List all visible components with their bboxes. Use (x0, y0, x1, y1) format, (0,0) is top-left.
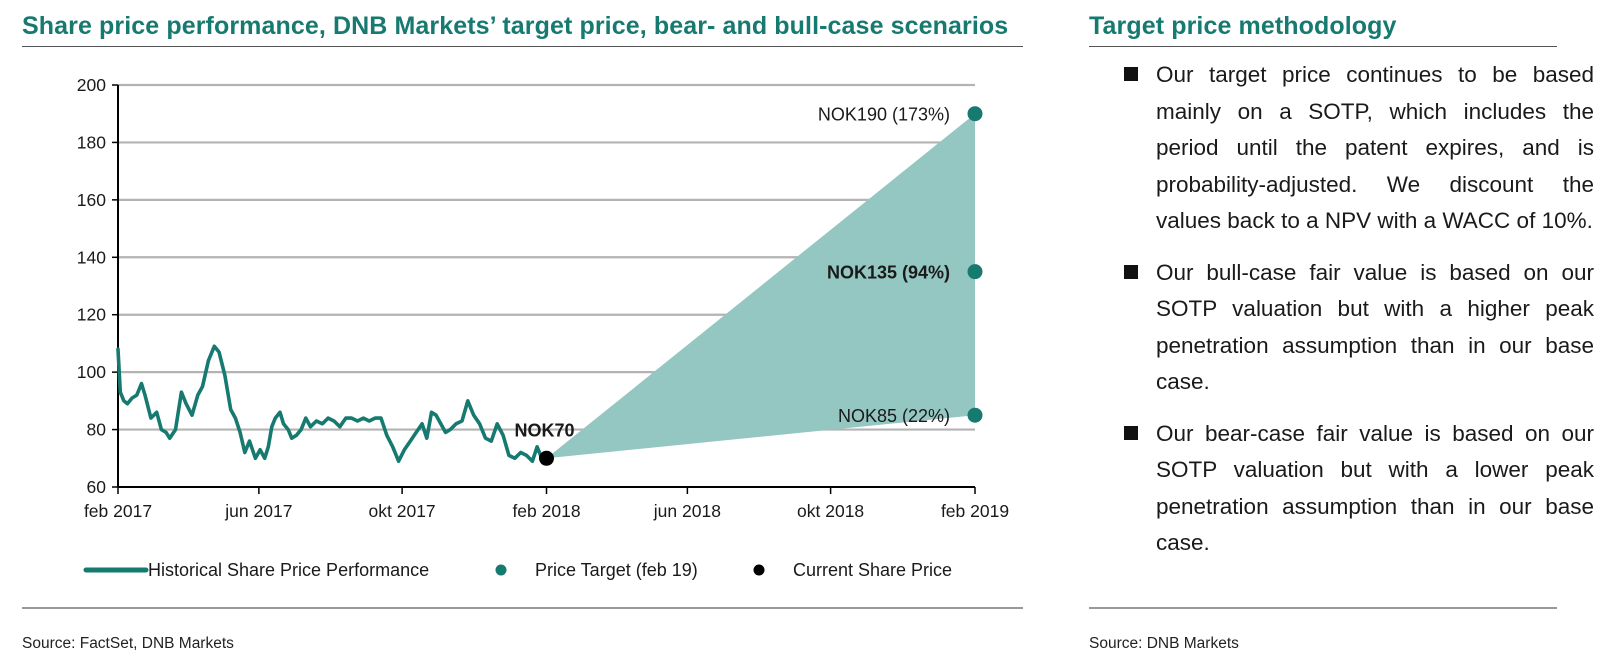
x-tick-label: jun 2018 (653, 501, 721, 521)
current-price-label: NOK70 (515, 420, 575, 440)
source-note-left: Source: FactSet, DNB Markets (22, 635, 234, 652)
y-tick-label: 80 (87, 420, 107, 440)
legend-swatch-current (753, 564, 765, 576)
methodology-bullet-text: Our bear-case fair value is based on our… (1156, 420, 1594, 556)
x-tick-label: feb 2017 (84, 501, 152, 521)
chart: 60 80 100 120 140 160 180 200 feb 2017 jun 2017 ok… (77, 75, 1009, 580)
title-underline-right (1089, 46, 1557, 47)
bottom-rule-left (22, 607, 1023, 609)
y-tick-label: 180 (77, 132, 106, 152)
source-note-right: Source: DNB Markets (1089, 635, 1239, 652)
series-line-historical (116, 344, 549, 464)
x-tick-label: feb 2018 (512, 501, 580, 521)
current-price-point (539, 450, 554, 466)
x-tick-label: feb 2019 (941, 501, 1009, 521)
legend-label-historical: Historical Share Price Performance (148, 560, 429, 580)
y-tick-label: 160 (77, 190, 106, 210)
x-tick-label: okt 2017 (369, 501, 436, 521)
y-tick-label: 100 (77, 362, 106, 382)
methodology-bullet: Our bull-case fair value is based on our… (1124, 255, 1594, 401)
legend-label-current: Current Share Price (793, 560, 952, 580)
methodology-bullet-text: Our target price continues to be based m… (1156, 62, 1594, 233)
price-target-label: NOK135 (94%) (827, 263, 950, 283)
price-target-point (967, 407, 983, 423)
methodology-bullet-text: Our bull-case fair value is based on our… (1156, 259, 1594, 395)
square-bullet-icon (1124, 67, 1138, 81)
y-tick-label: 60 (87, 477, 107, 497)
price-target-label: NOK190 (173%) (818, 105, 950, 125)
y-tick-label: 120 (77, 305, 106, 325)
methodology-bullet: Our target price continues to be based m… (1124, 57, 1594, 240)
methodology-list: Our target price continues to be based m… (1124, 57, 1594, 577)
methodology-title: Target price methodology (1089, 12, 1397, 40)
legend-swatch-price-target (495, 564, 507, 576)
y-tick-label: 200 (77, 75, 106, 95)
methodology-bullet: Our bear-case fair value is based on our… (1124, 416, 1594, 562)
price-target-label: NOK85 (22%) (838, 406, 950, 426)
price-target-point (967, 264, 983, 280)
bottom-rule-right (1089, 607, 1557, 609)
square-bullet-icon (1124, 264, 1138, 279)
price-target-point (967, 106, 983, 122)
chart-title: Share price performance, DNB Markets’ ta… (22, 12, 1009, 40)
legend-label-price-target: Price Target (feb 19) (535, 560, 698, 580)
x-tick-label: jun 2017 (224, 501, 292, 521)
title-underline-left (22, 46, 1023, 47)
y-tick-label: 140 (77, 247, 106, 267)
square-bullet-icon (1124, 425, 1138, 440)
x-tick-label: okt 2018 (797, 501, 864, 521)
scenario-band (546, 113, 975, 459)
